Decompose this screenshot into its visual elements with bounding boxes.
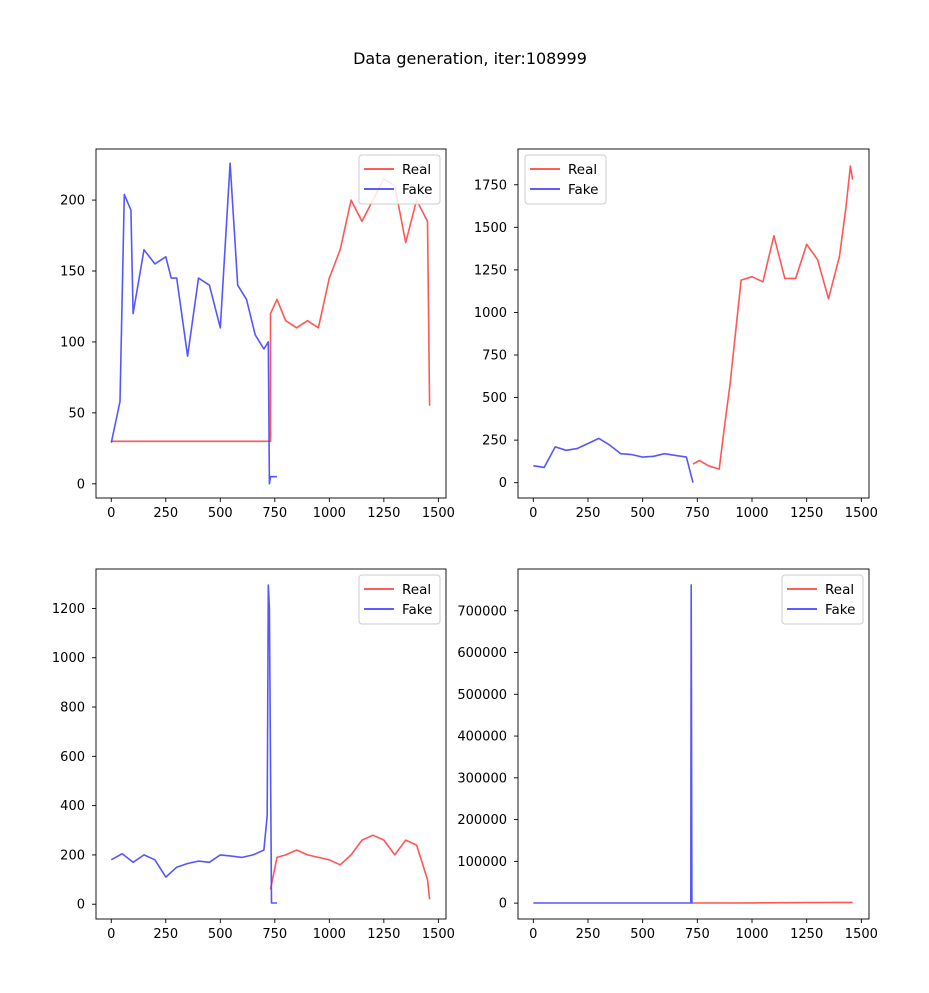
series-line-real <box>111 178 431 443</box>
legend-label-fake: Fake <box>402 182 432 198</box>
legend: Real Fake <box>524 154 607 205</box>
x-tick-label: 1250 <box>367 927 400 942</box>
y-tick-label: 0 <box>77 477 85 492</box>
axes-frame <box>517 568 870 920</box>
y-tick-label: 500 <box>482 391 507 406</box>
subplot-2: 0 250 500 750 1000 1250 1500 0 250 500 750 1000 1250… <box>474 148 878 521</box>
y-tick-label: 200000 <box>457 813 507 828</box>
y-tick-label: 200 <box>60 194 85 209</box>
y-tick-label: 600000 <box>457 646 507 661</box>
legend-box <box>358 154 441 205</box>
y-tick-label: 1500 <box>474 221 507 236</box>
x-tick-label: 500 <box>208 506 233 521</box>
legend-label-real: Real <box>402 582 431 598</box>
y-tick-label: 400 <box>60 799 85 814</box>
subplot-3: 0 250 500 750 1000 1250 1500 0 200 400 600 800 1000 1… <box>52 568 455 942</box>
series-lines <box>110 162 431 485</box>
series-line-fake <box>110 584 277 904</box>
x-tick-label: 250 <box>576 506 601 521</box>
legend: Real Fake <box>358 154 441 205</box>
y-tick-label: 150 <box>60 265 85 280</box>
x-tick-label: 1000 <box>313 506 346 521</box>
y-tick-label: 300000 <box>457 771 507 786</box>
series-line-real <box>269 834 431 900</box>
y-tick-label: 50 <box>68 406 85 421</box>
legend-box <box>781 574 864 625</box>
series-line-fake <box>533 437 694 483</box>
x-tick-label: 750 <box>685 506 710 521</box>
x-tick-label: 1000 <box>735 506 768 521</box>
axes-frame <box>95 568 447 920</box>
series-lines <box>533 584 853 904</box>
x-tick-label: 1000 <box>313 927 346 942</box>
legend-label-fake: Fake <box>825 602 855 618</box>
series-lines <box>533 165 854 483</box>
axes-frame <box>517 148 870 499</box>
x-tick-label: 1250 <box>790 506 823 521</box>
subplot-1: 0 250 500 750 1000 1250 1500 0 50 100 150 200 Real Fa… <box>60 148 455 521</box>
legend-box <box>358 574 441 625</box>
legend-box <box>524 154 607 205</box>
y-tick-label: 500000 <box>457 688 507 703</box>
legend: Real Fake <box>358 574 441 625</box>
legend-label-real: Real <box>825 582 854 598</box>
x-tick-label: 1500 <box>845 927 878 942</box>
x-tick-label: 0 <box>107 927 115 942</box>
x-tick-label: 250 <box>153 506 178 521</box>
y-tick-label: 1750 <box>474 178 507 193</box>
figure-title: Data generation, iter:108999 <box>353 49 587 68</box>
x-tick-label: 1000 <box>735 927 768 942</box>
x-tick-label: 1500 <box>422 927 455 942</box>
x-tick-label: 1250 <box>790 927 823 942</box>
legend-label-real: Real <box>568 162 597 178</box>
y-tick-label: 100000 <box>457 855 507 870</box>
legend-label-fake: Fake <box>568 182 598 198</box>
x-tick-label: 750 <box>262 506 287 521</box>
y-tick-label: 1200 <box>52 602 85 617</box>
x-tick-label: 1500 <box>845 506 878 521</box>
x-tick-label: 0 <box>529 506 537 521</box>
x-tick-label: 250 <box>576 927 601 942</box>
subplot-4: 0 250 500 750 1000 1250 1500 0 100000 200000 30000… <box>457 568 878 942</box>
series-line-real <box>692 165 854 470</box>
y-tick-label: 100 <box>60 335 85 350</box>
series-lines <box>110 584 431 904</box>
series-line-fake <box>110 162 277 485</box>
x-tick-label: 1500 <box>422 506 455 521</box>
y-tick-label: 1000 <box>474 306 507 321</box>
x-tick-label: 0 <box>529 927 537 942</box>
x-tick-label: 500 <box>630 506 655 521</box>
x-tick-label: 500 <box>208 927 233 942</box>
y-tick-label: 1000 <box>52 651 85 666</box>
y-tick-label: 0 <box>499 476 507 491</box>
legend: Real Fake <box>781 574 864 625</box>
subplots: 0 250 500 750 1000 1250 1500 0 50 100 150 200 Real Fa… <box>52 148 878 942</box>
legend-label-real: Real <box>402 162 431 178</box>
y-tick-label: 0 <box>77 898 85 913</box>
x-tick-label: 750 <box>685 927 710 942</box>
series-line-real <box>692 901 853 904</box>
x-tick-label: 250 <box>153 927 178 942</box>
x-tick-label: 1250 <box>367 506 400 521</box>
x-tick-label: 750 <box>262 927 287 942</box>
y-tick-label: 250 <box>482 434 507 449</box>
legend-label-fake: Fake <box>402 602 432 618</box>
axes-frame <box>95 148 447 499</box>
x-tick-label: 500 <box>630 927 655 942</box>
y-tick-label: 750 <box>482 348 507 363</box>
y-tick-label: 400000 <box>457 730 507 745</box>
y-tick-label: 0 <box>499 897 507 912</box>
y-tick-label: 600 <box>60 750 85 765</box>
y-tick-label: 200 <box>60 848 85 863</box>
y-tick-label: 800 <box>60 701 85 716</box>
y-tick-label: 700000 <box>457 604 507 619</box>
x-tick-label: 0 <box>107 506 115 521</box>
y-tick-label: 1250 <box>474 263 507 278</box>
series-line-fake <box>533 584 693 904</box>
